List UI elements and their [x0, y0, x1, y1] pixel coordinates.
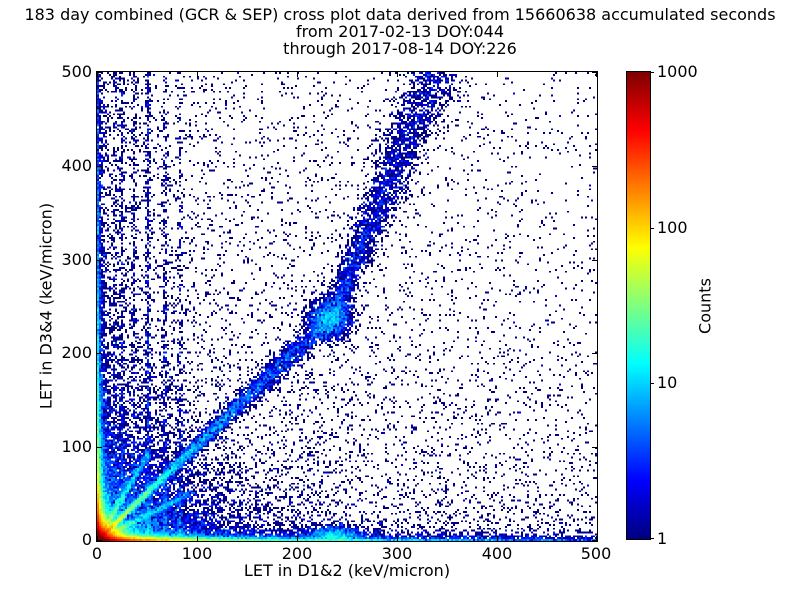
x-tick-label: 400	[481, 544, 513, 563]
colorbar-gradient-canvas	[627, 72, 650, 539]
colorbar-tick-mark	[650, 72, 654, 73]
x-tick-label: 500	[580, 544, 612, 563]
x-tick-label: 100	[181, 544, 213, 563]
y-tick-label: 100	[61, 437, 92, 456]
y-tick-label: 400	[61, 156, 92, 175]
y-tick-mark-left	[97, 447, 102, 448]
x-tick-label: 0	[91, 544, 103, 563]
y-tick-mark-right	[592, 540, 597, 541]
colorbar-tick-label: 100	[657, 218, 688, 237]
chart-title: 183 day combined (GCR & SEP) cross plot …	[24, 5, 776, 24]
scatter-density-canvas	[97, 72, 597, 541]
chart-subtitle-from: from 2017-02-13 DOY:044	[295, 22, 504, 41]
colorbar-tick-label: 1000	[657, 62, 698, 81]
y-tick-mark-left	[97, 166, 102, 167]
y-tick-mark-left	[97, 72, 102, 73]
x-tick-mark-bottom	[497, 536, 498, 541]
colorbar-tick-label: 1	[657, 529, 668, 548]
x-tick-mark-top	[197, 72, 198, 77]
x-tick-mark-bottom	[596, 536, 597, 541]
chart-subtitle-through: through 2017-08-14 DOY:226	[283, 39, 517, 58]
y-tick-label: 0	[81, 530, 92, 549]
x-tick-mark-bottom	[397, 536, 398, 541]
x-tick-mark-top	[497, 72, 498, 77]
x-tick-mark-top	[97, 72, 98, 77]
y-tick-mark-right	[592, 447, 597, 448]
x-tick-mark-top	[397, 72, 398, 77]
colorbar-tick-mark	[650, 228, 654, 229]
x-tick-mark-bottom	[197, 536, 198, 541]
y-tick-mark-left	[97, 260, 102, 261]
colorbar-tick-mark	[650, 383, 654, 384]
plot-frame	[96, 71, 598, 542]
y-tick-label: 200	[61, 343, 92, 362]
x-tick-mark-top	[596, 72, 597, 77]
y-axis-label: LET in D3&4 (keV/micron)	[36, 202, 56, 410]
x-tick-mark-top	[297, 72, 298, 77]
colorbar	[626, 71, 651, 540]
y-tick-mark-left	[97, 353, 102, 354]
y-tick-mark-right	[592, 353, 597, 354]
x-axis-label: LET in D1&2 (keV/micron)	[243, 561, 451, 580]
colorbar-label: Counts	[695, 278, 715, 334]
x-tick-mark-bottom	[297, 536, 298, 541]
colorbar-tick-label: 10	[657, 373, 678, 392]
y-tick-mark-right	[592, 260, 597, 261]
y-tick-label: 300	[61, 250, 92, 269]
x-tick-label: 200	[281, 544, 313, 563]
y-tick-mark-right	[592, 166, 597, 167]
y-tick-mark-left	[97, 540, 102, 541]
colorbar-tick-mark	[650, 538, 654, 539]
x-tick-label: 300	[381, 544, 413, 563]
y-tick-label: 500	[61, 62, 92, 81]
y-tick-mark-right	[592, 72, 597, 73]
x-tick-mark-bottom	[97, 536, 98, 541]
